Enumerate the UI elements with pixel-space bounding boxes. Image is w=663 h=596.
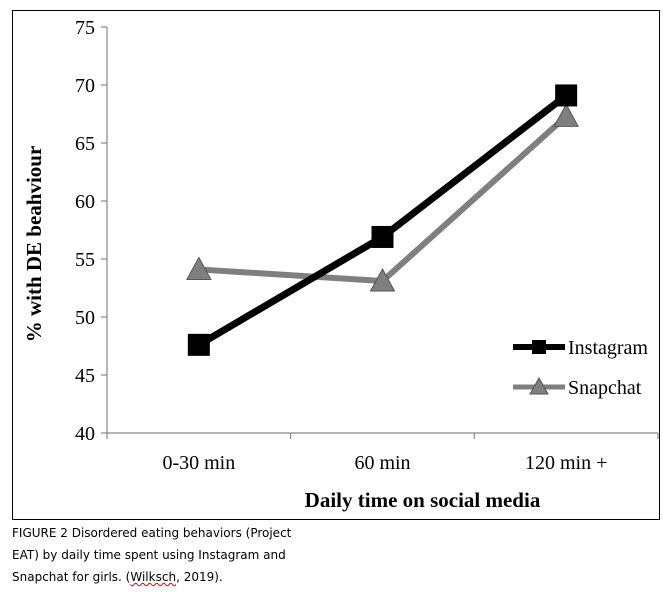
instagram-point bbox=[555, 84, 578, 107]
y-tick-label: 50 bbox=[75, 307, 95, 329]
x-tick-label: 120 min + bbox=[525, 452, 607, 474]
y-tick-label: 55 bbox=[75, 249, 95, 271]
x-tick-label: 0-30 min bbox=[162, 452, 235, 474]
legend-label-snapchat: Snapchat bbox=[568, 377, 642, 399]
caption-citation-author: Wilksch bbox=[130, 570, 177, 584]
caption-line-1: FIGURE 2 Disordered eating behaviors (Pr… bbox=[12, 526, 292, 540]
figure-caption: FIGURE 2 Disordered eating behaviors (Pr… bbox=[12, 522, 352, 588]
y-tick-label: 70 bbox=[75, 75, 95, 97]
instagram-point bbox=[187, 333, 210, 356]
y-tick-label: 60 bbox=[75, 191, 95, 213]
y-tick-label: 45 bbox=[75, 365, 95, 387]
y-tick-label: 65 bbox=[75, 133, 95, 155]
snapchat-point bbox=[185, 256, 212, 280]
snapchat-point bbox=[369, 267, 396, 292]
y-axis-title: % with DE beahviour bbox=[22, 146, 46, 343]
legend-marker-snapchat bbox=[529, 376, 549, 395]
caption-line-3: Snapchat for girls. (Wilksch, 2019). bbox=[12, 566, 352, 588]
legend-label-instagram: Instagram bbox=[568, 337, 648, 359]
legend-marker-instagram bbox=[532, 340, 546, 354]
x-axis-title: Daily time on social media bbox=[305, 488, 541, 512]
line-chart: 40 45 50 55 60 65 70 75 0-30 min 60 min 120 min + D… bbox=[22, 17, 659, 512]
y-tick-label: 40 bbox=[75, 423, 95, 445]
x-tick-label: 60 min bbox=[354, 452, 410, 474]
figure-frame: 40 45 50 55 60 65 70 75 0-30 min 60 min 120 min + D… bbox=[12, 10, 660, 520]
snapchat-point bbox=[553, 103, 580, 127]
y-tick-label: 75 bbox=[75, 17, 95, 39]
instagram-series-line bbox=[197, 92, 569, 348]
caption-line-3-suffix: , 2019). bbox=[176, 570, 223, 584]
caption-line-2: EAT) by daily time spent using Instagram… bbox=[12, 548, 286, 562]
instagram-point bbox=[371, 225, 394, 248]
caption-line-3-prefix: Snapchat for girls. ( bbox=[12, 570, 131, 584]
